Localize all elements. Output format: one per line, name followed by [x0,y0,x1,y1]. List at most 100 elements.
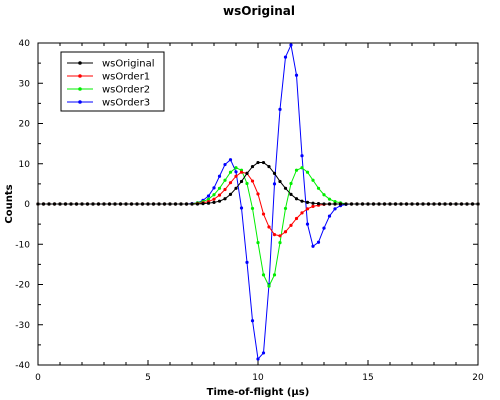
data-point [460,202,463,205]
data-point [267,225,270,228]
data-point [251,319,254,322]
data-point [53,202,56,205]
data-point [273,273,276,276]
y-tick-label: -30 [15,321,30,331]
data-point [278,180,281,183]
data-point [328,198,331,201]
data-point [273,172,276,175]
legend-marker [78,61,82,65]
data-point [311,245,314,248]
data-point [328,214,331,217]
data-point [394,202,397,205]
data-point [443,202,446,205]
legend-label: wsOriginal [102,59,155,70]
data-point [251,207,254,210]
data-point [306,207,309,210]
chart-title: wsOriginal [223,4,295,18]
data-point [471,202,474,205]
data-point [212,198,215,201]
data-point [64,202,67,205]
data-point [135,202,138,205]
data-point [449,202,452,205]
data-point [317,187,320,190]
data-point [218,200,221,203]
data-point [256,192,259,195]
data-point [245,182,248,185]
data-point [295,217,298,220]
data-point [75,202,78,205]
y-tick-label: 40 [19,39,31,49]
data-point [240,171,243,174]
data-point [223,179,226,182]
data-point [410,202,413,205]
data-point [42,202,45,205]
y-tick-label: -10 [15,240,30,250]
data-point [438,202,441,205]
data-point [278,108,281,111]
data-point [289,224,292,227]
data-point [256,241,259,244]
data-point [185,202,188,205]
data-point [465,202,468,205]
data-point [113,202,116,205]
data-point [432,202,435,205]
data-point [212,201,215,204]
data-point [229,171,232,174]
data-point [289,182,292,185]
legend-label: wsOrder1 [102,72,150,83]
data-point [196,202,199,205]
legend-marker [78,87,82,91]
data-point [284,187,287,190]
x-tick-label: 5 [145,373,151,383]
data-point [245,261,248,264]
data-point [339,202,342,205]
data-point [163,202,166,205]
data-point [311,202,314,205]
data-point [273,182,276,185]
y-tick-label: 20 [19,120,31,130]
x-axis-label: Time-of-flight (µs) [207,387,310,398]
data-point [311,179,314,182]
data-point [108,202,111,205]
legend-marker [78,100,82,104]
data-point [251,179,254,182]
data-point [229,158,232,161]
data-point [328,202,331,205]
data-point [240,180,243,183]
data-point [251,165,254,168]
data-point [333,207,336,210]
data-point [36,202,39,205]
data-point [300,200,303,203]
data-point [190,202,193,205]
data-point [256,357,259,360]
data-point [405,202,408,205]
x-tick-label: 0 [35,373,41,383]
data-point [223,188,226,191]
x-tick-label: 10 [252,373,264,383]
data-point [476,202,479,205]
data-point [284,230,287,233]
data-point [91,202,94,205]
legend-label: wsOrder2 [102,85,150,96]
data-point [377,202,380,205]
data-point [454,202,457,205]
data-point [80,202,83,205]
data-point [234,170,237,173]
data-point [201,202,204,205]
data-point [58,202,61,205]
data-point [256,161,259,164]
legend-marker [78,74,82,78]
data-point [218,175,221,178]
data-point [355,202,358,205]
data-point [234,175,237,178]
data-point [361,202,364,205]
data-point [262,273,265,276]
data-point [333,202,336,205]
data-point [262,351,265,354]
data-point [157,202,160,205]
data-point [421,202,424,205]
data-point [306,201,309,204]
data-point [234,166,237,169]
y-tick-label: 0 [24,200,30,210]
data-point [141,202,144,205]
